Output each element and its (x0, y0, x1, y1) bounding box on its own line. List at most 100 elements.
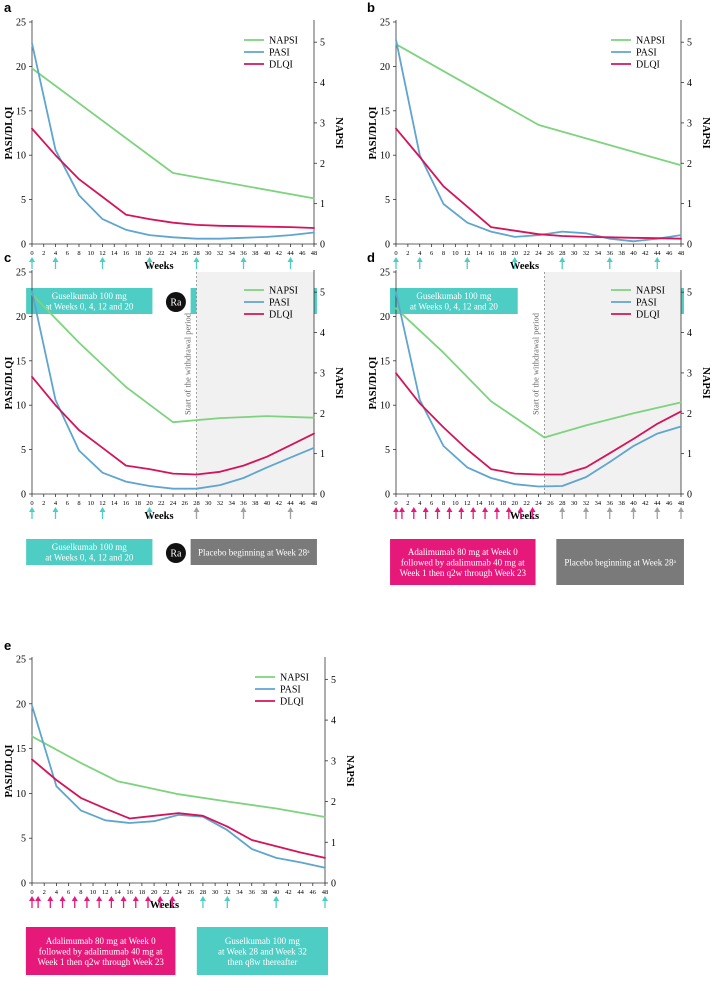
x-axis-label: Weeks (144, 511, 173, 522)
dose-arrow-head (416, 257, 423, 262)
x-tick-label: 6 (66, 500, 70, 507)
x-tick-label: 20 (151, 889, 158, 896)
x-tick-label: 32 (583, 250, 590, 257)
x-tick-label: 40 (264, 500, 271, 507)
x-tick-label: 10 (452, 250, 459, 257)
dose-arrow-head (606, 257, 613, 262)
legend-label-pasi: PASI (269, 298, 290, 309)
x-tick-label: 12 (464, 500, 471, 507)
y-tick-label: 20 (16, 62, 26, 73)
x-tick-label: 48 (322, 889, 329, 896)
x-tick-label: 32 (217, 500, 224, 507)
treatment-box-text: then q8w thereafter (227, 957, 297, 967)
y2-tick-label: 4 (320, 78, 325, 89)
y2-tick-label: 3 (320, 118, 325, 129)
legend-label-napsi: NAPSI (280, 673, 309, 684)
x-tick-label: 18 (135, 250, 142, 257)
dose-arrow-head (583, 507, 589, 512)
withdrawal-label: Start of the withdrawal period (183, 312, 193, 415)
y-tick-label: 20 (380, 62, 390, 73)
y2-tick-label: 0 (687, 490, 692, 501)
x-tick-label: 48 (678, 500, 685, 507)
dose-arrow-head (287, 257, 294, 262)
y2-tick-label: 4 (687, 78, 692, 89)
y-tick-label: 15 (16, 744, 26, 755)
x-tick-label: 38 (261, 889, 268, 896)
x-tick-label: 44 (654, 500, 661, 507)
series-line-pasi (31, 290, 315, 490)
x-tick-label: 46 (299, 250, 306, 257)
x-tick-label: 46 (310, 889, 317, 896)
dose-arrow-head (169, 896, 176, 901)
x-tick-label: 40 (264, 250, 271, 257)
x-tick-label: 12 (102, 889, 109, 896)
x-tick-label: 42 (642, 250, 649, 257)
x-tick-label: 32 (217, 250, 224, 257)
x-tick-label: 34 (595, 250, 602, 257)
dose-arrow-head (83, 896, 90, 901)
x-tick-label: 24 (170, 500, 177, 507)
panel-letter: d (367, 250, 375, 265)
y-tick-label: 15 (16, 356, 26, 367)
treatment-box-text: Adalimumab 80 mg at Week 0 (408, 547, 518, 557)
x-tick-label: 44 (287, 250, 294, 257)
treatment-box-text: at Week 28 and Week 32 (218, 946, 307, 956)
treatment-box-text: at Weeks 0, 4, 12 and 20 (410, 302, 499, 312)
dose-arrow-head (273, 896, 280, 901)
x-tick-label: 36 (607, 250, 614, 257)
dose-arrow-head (393, 507, 399, 512)
y2-tick-label: 2 (331, 797, 336, 808)
x-axis-label: Weeks (510, 261, 539, 272)
treatment-box-text: Week 1 then q2w through Week 23 (400, 568, 527, 578)
y2-tick-label: 4 (687, 328, 692, 339)
x-tick-label: 20 (512, 250, 519, 257)
legend-label-napsi: NAPSI (269, 286, 298, 297)
y-axis-label: PASI/DLQI (4, 357, 15, 410)
dose-arrow-head (193, 257, 200, 262)
dose-arrow-head (96, 896, 103, 901)
dose-arrow-head (654, 507, 661, 512)
legend-label-napsi: NAPSI (269, 36, 298, 47)
dose-arrow-head (422, 507, 429, 512)
x-tick-label: 16 (488, 500, 495, 507)
y-tick-label: 25 (380, 18, 390, 29)
series-line-napsi (395, 307, 682, 439)
x-tick-label: 42 (276, 250, 283, 257)
dose-arrow-head (52, 257, 59, 262)
treatment-box-text: Placebo beginning at Week 28ᵃ (198, 547, 310, 557)
dose-arrow-head (322, 896, 328, 901)
treatment-box-text: Week 1 then q2w through Week 23 (37, 957, 164, 967)
x-tick-label: 6 (67, 889, 71, 896)
y-tick-label: 15 (16, 106, 26, 117)
legend-label-dlqi: DLQI (269, 60, 293, 71)
legend-label-pasi: PASI (636, 48, 657, 59)
y-tick-label: 0 (21, 490, 26, 501)
treatment-box (25, 927, 176, 975)
treatment-box-text: Guselkumab 100 mg (416, 291, 491, 301)
x-tick-label: 30 (205, 250, 212, 257)
dose-arrow-head (630, 507, 637, 512)
x-tick-label: 18 (139, 889, 146, 896)
dose-arrow-head (464, 257, 471, 262)
dose-arrow-head (224, 896, 231, 901)
treatment-box (390, 288, 518, 314)
dose-arrow-head (99, 257, 106, 262)
y2-axis-label: NAPSI (333, 367, 344, 399)
y2-axis-label: NAPSI (344, 755, 355, 787)
legend-label-napsi: NAPSI (636, 286, 665, 297)
y2-axis-label: NAPSI (700, 367, 711, 399)
series-line-napsi (395, 43, 682, 167)
x-tick-label: 26 (547, 250, 554, 257)
x-tick-label: 42 (276, 500, 283, 507)
treatment-box (196, 927, 329, 975)
x-axis-label: Weeks (150, 900, 179, 911)
x-tick-label: 14 (111, 250, 118, 257)
y2-tick-label: 2 (687, 409, 692, 420)
y-tick-label: 5 (21, 445, 26, 456)
x-tick-label: 36 (240, 500, 247, 507)
dose-arrow-head (446, 507, 453, 512)
x-tick-label: 26 (547, 500, 554, 507)
dose-arrow-head (29, 507, 35, 512)
panel-letter: c (4, 250, 11, 265)
y2-tick-label: 3 (331, 756, 336, 767)
